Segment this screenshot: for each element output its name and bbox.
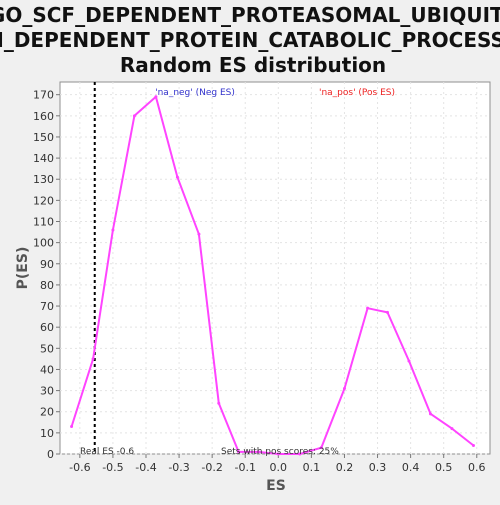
y-tick-label-10: 100 — [33, 237, 54, 250]
y-axis-label: P(ES) — [15, 247, 31, 290]
y-tick-label-1: 10 — [40, 427, 54, 440]
real-es-label: Real ES -0.6 — [80, 447, 134, 457]
y-tick-label-17: 170 — [33, 89, 54, 102]
data-point-16 — [407, 360, 410, 363]
neg-es-label: 'na_neg' (Neg ES) — [155, 88, 235, 98]
x-tick-label-1: -0.5 — [102, 461, 123, 474]
y-tick-label-12: 120 — [33, 194, 54, 207]
data-point-17 — [429, 412, 432, 415]
y-tick-label-3: 30 — [40, 385, 54, 398]
y-tick-label-5: 50 — [40, 342, 54, 355]
chart-title-line-1: GO_SCF_DEPENDENT_PROTEASOMAL_UBIQUITI — [0, 3, 500, 27]
x-tick-label-3: -0.3 — [168, 461, 189, 474]
y-tick-label-0: 0 — [47, 448, 54, 461]
y-tick-label-8: 80 — [40, 279, 54, 292]
x-tick-label-2: -0.4 — [135, 461, 156, 474]
plot-area — [60, 82, 490, 454]
x-tick-label-4: -0.2 — [201, 461, 222, 474]
y-tick-label-9: 90 — [40, 258, 54, 271]
data-point-3 — [133, 114, 136, 117]
x-tick-label-12: 0.6 — [468, 461, 486, 474]
x-tick-label-0: -0.6 — [69, 461, 90, 474]
x-axis-label: ES — [266, 478, 286, 494]
data-point-5 — [176, 176, 179, 179]
x-tick-label-10: 0.4 — [402, 461, 420, 474]
data-point-6 — [197, 233, 200, 236]
y-tick-label-6: 60 — [40, 321, 54, 334]
y-tick-label-13: 130 — [33, 173, 54, 186]
data-point-18 — [450, 427, 453, 430]
data-point-19 — [472, 444, 475, 447]
x-tick-label-8: 0.2 — [336, 461, 354, 474]
x-tick-label-6: 0.0 — [270, 461, 288, 474]
data-point-2 — [111, 228, 114, 231]
x-tick-label-5: -0.1 — [234, 461, 255, 474]
sets-pos-scores-label: Sets with pos scores: 25% — [221, 447, 339, 457]
data-point-0 — [70, 425, 73, 428]
y-tick-label-4: 40 — [40, 363, 54, 376]
data-point-15 — [386, 311, 389, 314]
chart-title-line-2: N_DEPENDENT_PROTEIN_CATABOLIC_PROCESS: — [0, 28, 500, 52]
chart-title-line-3: Random ES distribution — [120, 53, 386, 77]
data-point-7 — [217, 402, 220, 405]
y-tick-label-7: 70 — [40, 300, 54, 313]
y-tick-label-15: 150 — [33, 131, 54, 144]
data-point-13 — [343, 387, 346, 390]
x-tick-label-9: 0.3 — [369, 461, 387, 474]
x-tick-label-7: 0.1 — [303, 461, 321, 474]
y-tick-label-2: 20 — [40, 406, 54, 419]
data-point-1 — [92, 357, 95, 360]
y-tick-label-14: 140 — [33, 152, 54, 165]
x-tick-label-11: 0.5 — [435, 461, 453, 474]
y-tick-label-11: 110 — [33, 216, 54, 229]
pos-es-label: 'na_pos' (Pos ES) — [319, 88, 395, 98]
data-point-14 — [366, 307, 369, 310]
y-tick-label-16: 160 — [33, 110, 54, 123]
